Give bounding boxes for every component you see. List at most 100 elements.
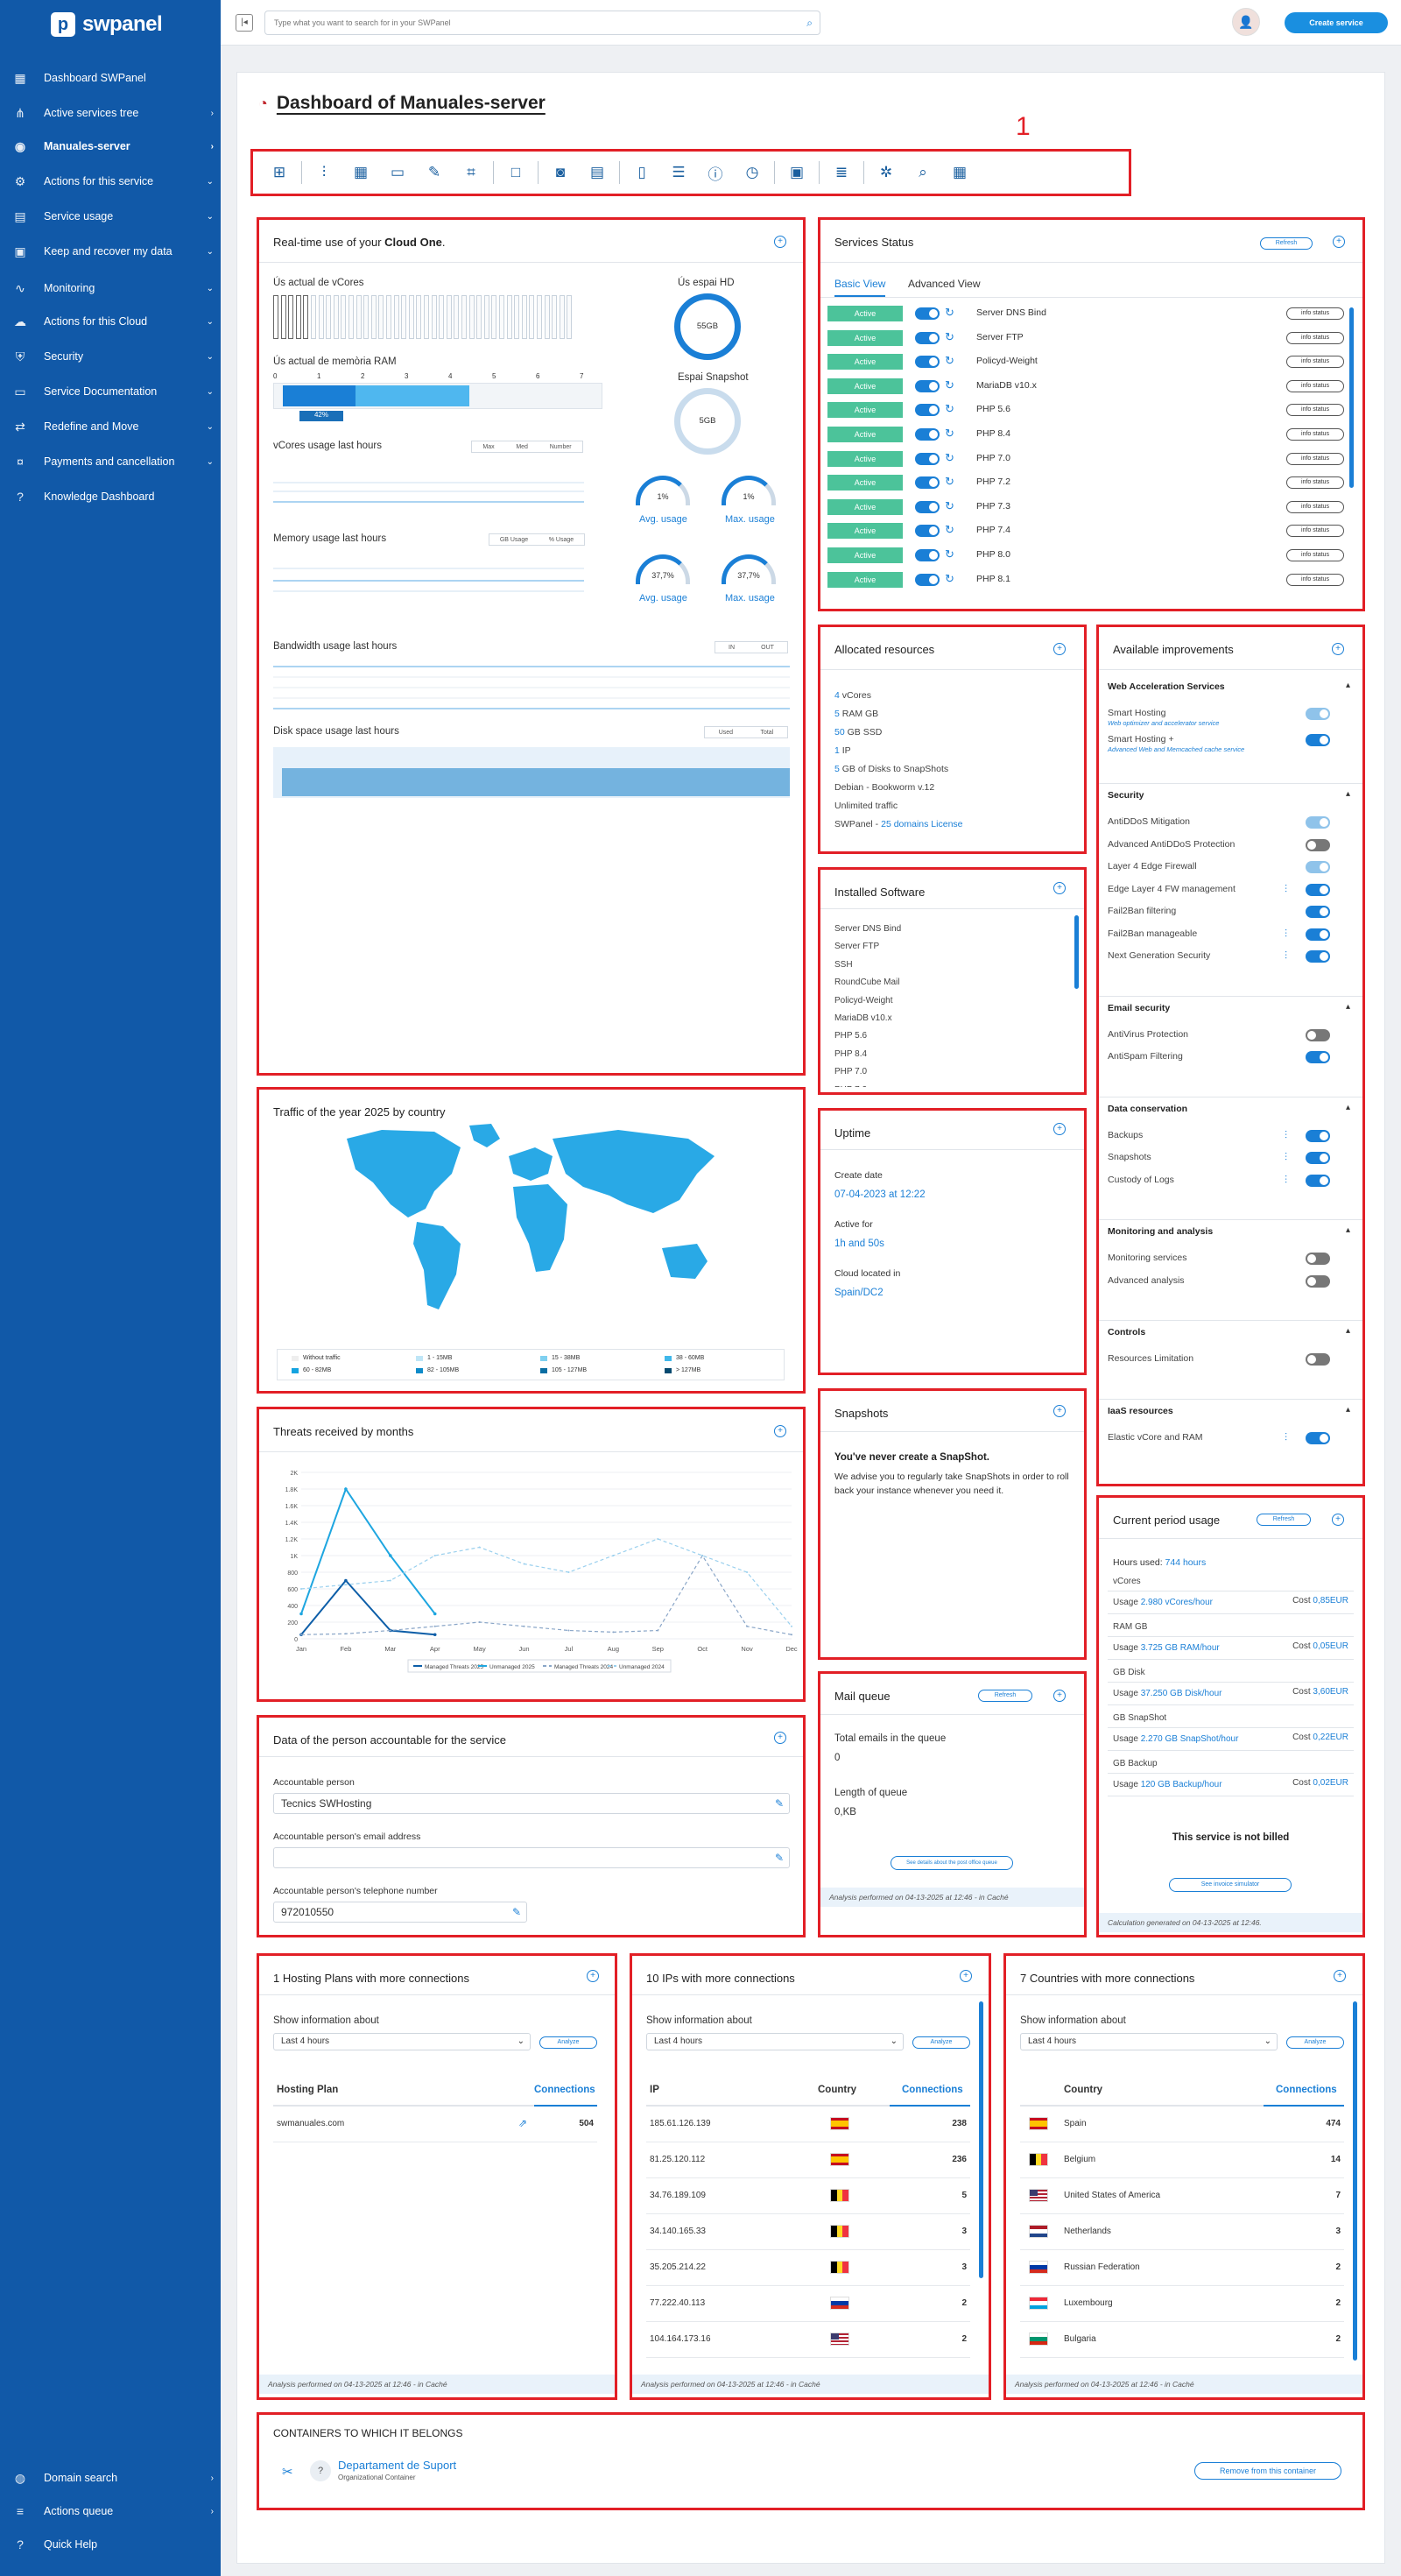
sidebar-item-3[interactable]: ⚙ Actions for this service ⌄ — [0, 168, 221, 194]
configure-icon[interactable]: ⫶ — [1285, 1151, 1288, 1163]
search-icon[interactable]: ⌕ — [806, 17, 813, 29]
expand-icon[interactable]: + — [1332, 1514, 1344, 1526]
service-toggle[interactable] — [915, 452, 940, 465]
expand-icon[interactable]: + — [774, 1732, 786, 1744]
tag-icon[interactable]: ⌗ — [467, 164, 475, 180]
improvement-toggle[interactable] — [1306, 1431, 1330, 1444]
restart-icon[interactable]: ↻ — [945, 547, 954, 561]
scrollbar[interactable] — [1353, 2001, 1357, 2361]
collapse-sidebar-icon[interactable]: |◂ — [236, 14, 253, 32]
info-status-button[interactable]: info status — [1286, 307, 1344, 320]
refresh-button[interactable]: Refresh — [978, 1690, 1032, 1702]
grid-add-icon[interactable]: ⊞ — [272, 164, 286, 180]
search-input[interactable]: Type what you want to search for in your… — [264, 11, 820, 35]
info-status-button[interactable]: info status — [1286, 525, 1344, 538]
improvement-toggle[interactable] — [1306, 708, 1330, 720]
configure-icon[interactable]: ⫶ — [1285, 927, 1288, 940]
info-status-button[interactable]: info status — [1286, 500, 1344, 513]
restart-icon[interactable]: ↻ — [945, 475, 954, 489]
expand-icon[interactable]: + — [1053, 882, 1066, 894]
improvement-toggle[interactable] — [1306, 1129, 1330, 1142]
square-icon[interactable]: □ — [510, 164, 521, 180]
restart-icon[interactable]: ↻ — [945, 523, 954, 537]
configure-icon[interactable]: ⫶ — [1285, 1173, 1288, 1186]
calendar-icon[interactable]: ▦ — [353, 164, 369, 180]
clock-icon[interactable]: ◷ — [745, 164, 759, 180]
improvement-toggle[interactable] — [1306, 1152, 1330, 1164]
archive-icon[interactable]: ▤ — [589, 164, 605, 180]
tab-advanced-view[interactable]: Advanced View — [908, 278, 981, 290]
service-toggle[interactable] — [915, 476, 940, 490]
period-select[interactable]: Last 4 hours ⌄ — [646, 2033, 904, 2050]
configure-icon[interactable]: ⫶ — [1285, 949, 1288, 962]
service-toggle[interactable] — [915, 549, 940, 561]
analyze-button[interactable]: Analyze — [539, 2036, 597, 2049]
checklist-icon[interactable]: ☰ — [672, 164, 686, 180]
sidebar-item-2[interactable]: ◉ Manuales-server › — [0, 133, 221, 159]
improvement-toggle[interactable] — [1306, 838, 1330, 851]
sidebar-item-5[interactable]: ▣ Keep and recover my data ⌄ — [0, 238, 221, 265]
caret-up-icon[interactable]: ▴ — [1346, 1326, 1351, 1336]
info-status-button[interactable]: info status — [1286, 549, 1344, 561]
sidebar-item-9[interactable]: ▭ Service Documentation ⌄ — [0, 378, 221, 405]
monitor-icon[interactable]: ▣ — [789, 164, 805, 180]
expand-icon[interactable]: + — [1333, 236, 1345, 248]
configure-icon[interactable]: ⫶ — [1285, 1430, 1288, 1443]
camera-icon[interactable]: ◙ — [555, 164, 566, 180]
improvement-toggle[interactable] — [1306, 861, 1330, 873]
analyze-button[interactable]: Analyze — [912, 2036, 970, 2049]
improvement-toggle[interactable] — [1306, 734, 1330, 746]
analyze-button[interactable]: Analyze — [1286, 2036, 1344, 2049]
info-status-button[interactable]: info status — [1286, 404, 1344, 417]
expand-icon[interactable]: + — [1053, 1690, 1066, 1702]
expand-icon[interactable]: + — [774, 236, 786, 248]
service-toggle[interactable] — [915, 404, 940, 417]
sidebar-bottom-1[interactable]: ≡ Actions queue › — [0, 2498, 221, 2524]
restart-icon[interactable]: ↻ — [945, 571, 954, 585]
restart-icon[interactable]: ↻ — [945, 450, 954, 464]
bug-icon[interactable]: ✲ — [879, 164, 893, 180]
remove-container-button[interactable]: Remove from this container — [1194, 2462, 1341, 2480]
caret-up-icon[interactable]: ▴ — [1346, 1404, 1351, 1415]
open-link-icon[interactable]: ⇗ — [518, 2117, 528, 2129]
sidebar-item-1[interactable]: ⋔ Active services tree › — [0, 100, 221, 126]
scrollbar[interactable] — [1349, 307, 1354, 488]
caret-up-icon[interactable]: ▴ — [1346, 1001, 1351, 1012]
caret-up-icon[interactable]: ▴ — [1346, 1102, 1351, 1112]
search-chat-icon[interactable]: ⌕ — [919, 164, 927, 180]
improvement-toggle[interactable] — [1306, 1174, 1330, 1187]
service-toggle[interactable] — [915, 573, 940, 586]
service-toggle[interactable] — [915, 525, 940, 538]
expand-icon[interactable]: + — [1053, 1123, 1066, 1135]
sidebar-item-0[interactable]: ▦ Dashboard SWPanel — [0, 65, 221, 91]
sidebar-item-4[interactable]: ▤ Service usage ⌄ — [0, 203, 221, 229]
billing-icon[interactable]: ▦ — [952, 164, 968, 180]
info-status-button[interactable]: info status — [1286, 356, 1344, 369]
period-select[interactable]: Last 4 hours ⌄ — [273, 2033, 531, 2050]
sidebar-item-10[interactable]: ⇄ Redefine and Move ⌄ — [0, 413, 221, 440]
sidebar-item-11[interactable]: ¤ Payments and cancellation ⌄ — [0, 448, 221, 475]
scrollbar[interactable] — [1074, 915, 1079, 989]
improvement-toggle[interactable] — [1306, 816, 1330, 829]
period-select[interactable]: Last 4 hours ⌄ — [1020, 2033, 1278, 2050]
restart-icon[interactable]: ↻ — [945, 354, 954, 368]
email-field[interactable]: ✎ — [273, 1847, 790, 1868]
expand-icon[interactable]: + — [960, 1970, 972, 1982]
info-status-button[interactable]: info status — [1286, 331, 1344, 344]
invoice-simulator-button[interactable]: See invoice simulator — [1169, 1878, 1292, 1892]
scrollbar[interactable] — [979, 2001, 983, 2278]
sidebar-item-7[interactable]: ☁ Actions for this Cloud ⌄ — [0, 308, 221, 335]
sliders-icon[interactable]: ⫶ — [321, 164, 327, 180]
improvement-toggle[interactable] — [1306, 883, 1330, 896]
refresh-button[interactable]: Refresh — [1257, 1514, 1311, 1526]
battery-icon[interactable]: ▯ — [637, 164, 646, 180]
improvement-toggle[interactable] — [1306, 906, 1330, 918]
improvement-toggle[interactable] — [1306, 1028, 1330, 1041]
expand-icon[interactable]: + — [1053, 643, 1066, 655]
sidebar-item-12[interactable]: ? Knowledge Dashboard — [0, 483, 221, 510]
info-status-button[interactable]: info status — [1286, 573, 1344, 586]
info-status-button[interactable]: info status — [1286, 379, 1344, 392]
sidebar-item-8[interactable]: ⛨ Security ⌄ — [0, 343, 221, 370]
sidebar-bottom-0[interactable]: ◍ Domain search › — [0, 2465, 221, 2491]
restart-icon[interactable]: ↻ — [945, 498, 954, 512]
